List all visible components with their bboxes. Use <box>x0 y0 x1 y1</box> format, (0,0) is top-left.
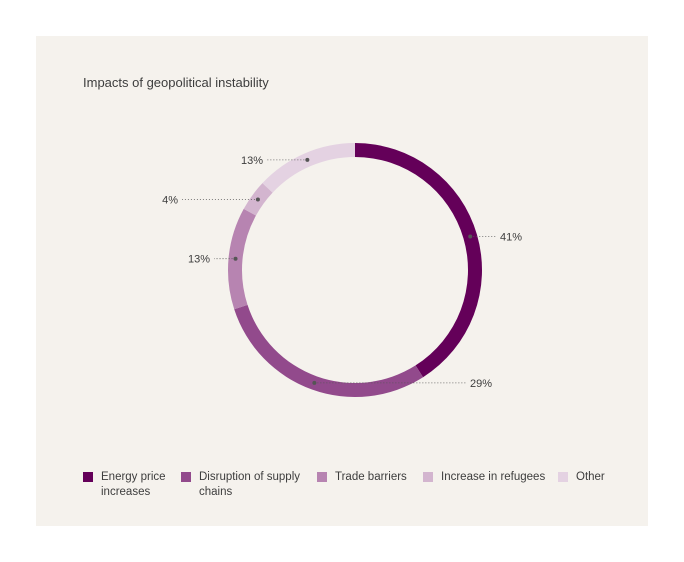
donut-slice <box>355 143 482 378</box>
donut-slice <box>234 304 424 397</box>
chart-title: Impacts of geopolitical instability <box>83 75 269 90</box>
data-label: 4% <box>162 194 178 206</box>
legend-item-trade-barriers: Trade barriers <box>317 470 407 485</box>
legend-swatch <box>83 472 93 482</box>
leader-dot <box>305 157 310 162</box>
data-label: 41% <box>500 232 522 244</box>
leader-dot <box>468 234 473 239</box>
data-label: 29% <box>470 378 492 390</box>
legend-item-refugees: Increase in refugees <box>423 470 545 485</box>
data-label: 13% <box>188 254 210 266</box>
legend-item-supply-chains: Disruption of supply chains <box>181 470 300 500</box>
donut-chart: 41% 29% 13% 4% 13% <box>162 143 522 397</box>
legend-label: Trade barriers <box>335 471 407 483</box>
legend-swatch <box>423 472 433 482</box>
donut-slice <box>262 143 355 193</box>
legend-label: Other <box>576 471 605 483</box>
legend-label: Energy price increases <box>101 471 166 498</box>
leader-dot <box>312 380 317 385</box>
legend-swatch <box>317 472 327 482</box>
legend-label: Increase in refugees <box>441 471 546 483</box>
data-label: 13% <box>241 155 263 167</box>
legend-swatch <box>558 472 568 482</box>
chart-panel: Impacts of geopolitical instability 41% 2… <box>36 36 648 526</box>
leader-dot <box>233 256 238 261</box>
legend-swatch <box>181 472 191 482</box>
legend-item-energy-price: Energy price increases <box>83 470 166 500</box>
legend-item-other: Other <box>558 470 605 485</box>
donut-slice <box>227 208 256 310</box>
legend-label: Disruption of supply chains <box>199 471 300 498</box>
leader-dot <box>255 197 260 202</box>
